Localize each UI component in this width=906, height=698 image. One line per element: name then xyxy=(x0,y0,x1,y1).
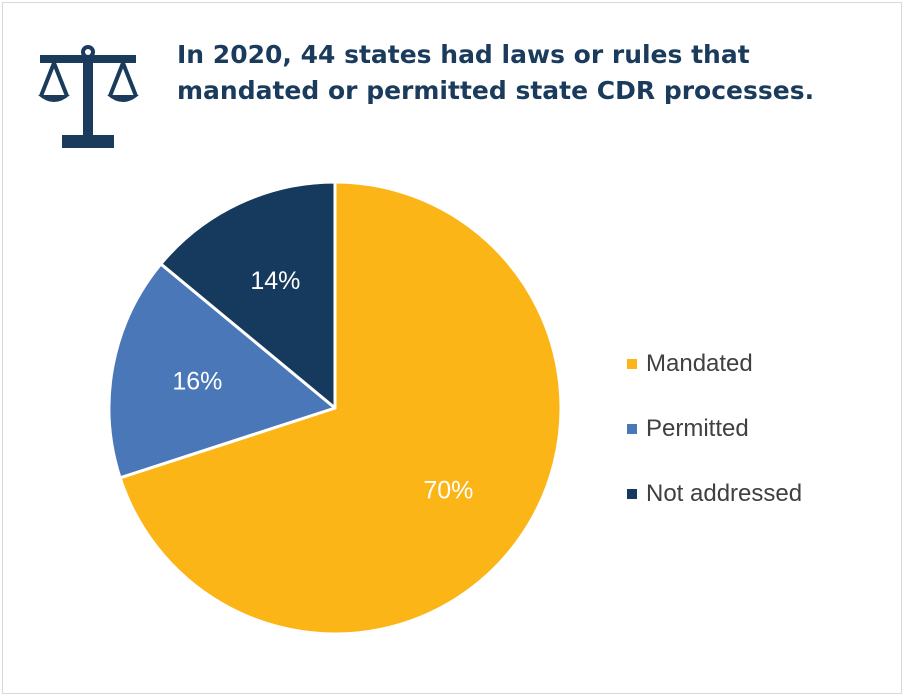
title-line-1: In 2020, 44 states had laws or rules tha… xyxy=(177,40,750,69)
scales-of-justice-icon xyxy=(38,45,139,148)
legend: Mandated Permitted Not addressed xyxy=(627,350,803,546)
legend-label-mandated: Mandated xyxy=(646,350,753,377)
pie-slice-not-addressed xyxy=(159,180,337,410)
data-label-mandated: 70% xyxy=(423,476,473,504)
legend-item-permitted: Permitted xyxy=(627,415,802,442)
title-line-2: mandated or permitted state CDR processe… xyxy=(177,76,815,105)
legend-label-not-addressed: Not addressed xyxy=(646,480,803,507)
legend-item-not-addressed: Not addressed xyxy=(627,480,803,507)
pie-slice-permitted xyxy=(107,262,337,480)
data-label-permitted: 16% xyxy=(172,368,222,396)
legend-item-mandated: Mandated xyxy=(627,350,802,377)
legend-swatch-mandated xyxy=(627,359,637,369)
legend-swatch-not-addressed xyxy=(627,489,637,499)
legend-label-permitted: Permitted xyxy=(646,415,749,442)
data-label-not-addressed: 14% xyxy=(250,267,300,295)
pie-slice-mandated xyxy=(118,180,563,636)
legend-swatch-permitted xyxy=(627,424,637,434)
chart-title: In 2020, 44 states had laws or rules tha… xyxy=(177,37,877,109)
